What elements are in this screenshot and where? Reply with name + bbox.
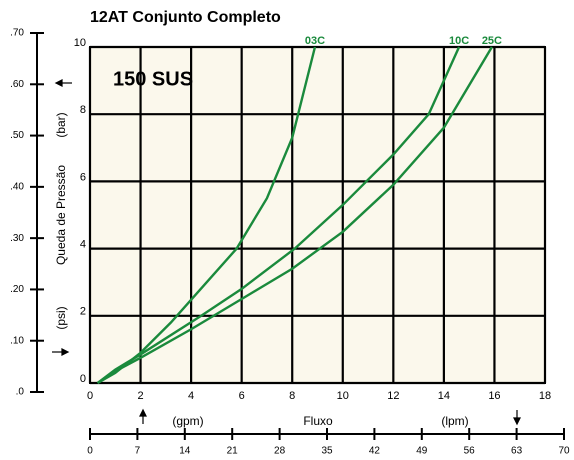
x2-tick-label: 42	[369, 446, 381, 457]
arrows	[52, 79, 521, 426]
x-tick-label: 10	[337, 390, 349, 402]
x-tick-label: 6	[239, 390, 245, 402]
x-tick-label: 14	[438, 390, 450, 402]
y2-tick-label: .30	[10, 233, 24, 244]
curve-label: 03C	[305, 35, 325, 47]
y2-tick-label: .0	[16, 387, 25, 398]
x2-tick-label: 7	[135, 446, 141, 457]
y-tick-label: 8	[80, 104, 86, 116]
y-tick-label: 6	[80, 171, 86, 183]
x-unit-lpm: (lpm)	[441, 414, 468, 428]
x-unit-gpm: (gpm)	[172, 414, 203, 428]
y-unit-bar: (bar)	[54, 112, 68, 137]
x2-tick-label: 35	[321, 446, 333, 457]
x2-tick-label: 21	[227, 446, 239, 457]
x2-tick-label: 70	[558, 446, 570, 457]
x-tick-label: 4	[188, 390, 194, 402]
annotation: 150 SUS	[113, 68, 193, 90]
y-tick-label: 4	[80, 239, 86, 251]
x-tick-label: 8	[289, 390, 295, 402]
x2-tick-label: 14	[179, 446, 191, 457]
x-tick-label: 0	[87, 390, 93, 402]
x-tick-label: 16	[488, 390, 500, 402]
y2-tick-label: .20	[10, 284, 24, 295]
y2-tick-label: .40	[10, 181, 24, 192]
x-axis-label: Fluxo	[303, 414, 333, 428]
y2-tick-label: .10	[10, 335, 24, 346]
curve-label: 25C	[482, 35, 502, 47]
x-tick-label: 18	[539, 390, 551, 402]
x2-tick-label: 56	[464, 446, 476, 457]
y2-tick-label: .70	[10, 28, 24, 39]
y-tick-label: 0	[80, 373, 86, 385]
plot-area	[89, 46, 546, 384]
y2-tick-label: .50	[10, 130, 24, 141]
x2-tick-label: 0	[87, 446, 93, 457]
curve-label: 10C	[449, 35, 469, 47]
y-axis-label: Queda de Pressão	[54, 165, 68, 265]
y-tick-label: 10	[74, 37, 86, 49]
y2-tick-label: .60	[10, 79, 24, 90]
x-tick-label: 2	[137, 390, 143, 402]
curve	[96, 46, 461, 384]
y-tick-label: 2	[80, 306, 86, 318]
curve	[96, 46, 493, 384]
x2-tick-label: 49	[416, 446, 428, 457]
x2-tick-label: 63	[511, 446, 523, 457]
y-unit-psi: (psi)	[54, 306, 68, 329]
x2-tick-label: 28	[274, 446, 286, 457]
x-tick-label: 12	[387, 390, 399, 402]
chart-title: 12AT Conjunto Completo	[90, 9, 281, 26]
